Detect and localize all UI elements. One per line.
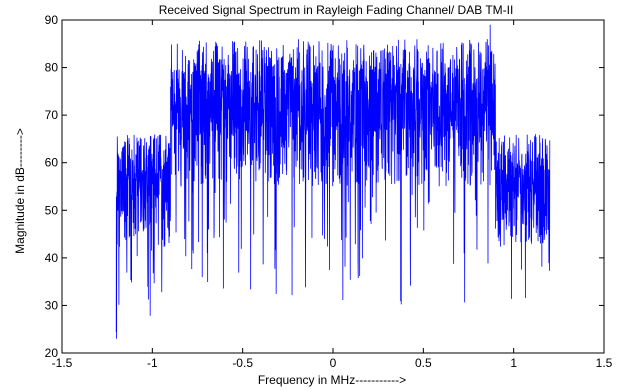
x-tick-label: 0 <box>330 356 337 370</box>
chart-title: Received Signal Spectrum in Rayleigh Fad… <box>159 3 514 17</box>
y-tick-label: 60 <box>45 156 59 170</box>
x-axis-label: Frequency in MHz-----------> <box>258 373 406 387</box>
y-tick-label: 70 <box>45 108 59 122</box>
y-tick-label: 80 <box>45 61 59 75</box>
y-tick-label: 50 <box>45 203 59 217</box>
x-axis: -1.5 -1 -0.5 0 0.5 1 1.5 <box>52 20 613 370</box>
x-tick-label: -0.5 <box>232 356 253 370</box>
y-axis: 20 30 40 50 60 70 80 90 <box>45 13 604 360</box>
x-tick-label: 1.5 <box>596 356 613 370</box>
x-tick-label: -1 <box>147 356 158 370</box>
y-tick-label: 20 <box>45 346 59 360</box>
spectrum-series <box>115 24 551 339</box>
y-tick-label: 90 <box>45 13 59 27</box>
y-tick-label: 30 <box>45 298 59 312</box>
x-tick-label: 1 <box>510 356 517 370</box>
y-tick-label: 40 <box>45 251 59 265</box>
x-tick-label: -1.5 <box>52 356 73 370</box>
y-axis-label: Magnitude in dB--------> <box>13 128 27 254</box>
spectrum-line <box>115 24 551 339</box>
x-tick-label: 0.5 <box>415 356 432 370</box>
